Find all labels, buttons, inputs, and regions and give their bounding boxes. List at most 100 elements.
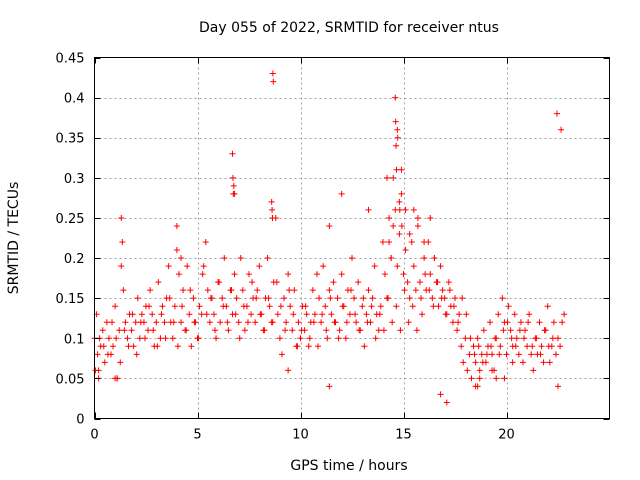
data-point [239, 287, 246, 294]
data-point [413, 327, 420, 334]
data-point [326, 222, 333, 229]
data-point [147, 287, 154, 294]
data-point [343, 319, 350, 326]
data-point [121, 327, 128, 334]
data-point [545, 343, 552, 350]
data-point [418, 295, 425, 302]
data-point [468, 375, 475, 382]
x-axis-label: GPS time / hours [290, 458, 407, 474]
data-point [355, 279, 362, 286]
data-point [470, 343, 477, 350]
x-tick-label: 15 [395, 428, 412, 443]
y-tick-label: 0.3 [64, 172, 85, 187]
data-point [429, 295, 436, 302]
data-point [236, 335, 243, 342]
y-axis-label: SRMTID / TECUs [6, 182, 22, 295]
data-point [460, 359, 467, 366]
data-point [515, 351, 522, 358]
data-point [138, 311, 145, 318]
data-point [285, 271, 292, 278]
data-point [546, 359, 553, 366]
data-point [183, 327, 190, 334]
data-point [388, 255, 395, 262]
data-point [330, 279, 337, 286]
data-point [290, 311, 297, 318]
data-point [394, 126, 401, 133]
data-point [210, 311, 217, 318]
data-point [430, 303, 437, 310]
y-tick-label: 0.1 [64, 332, 85, 347]
data-point [326, 287, 333, 294]
data-point [443, 399, 450, 406]
data-point [305, 343, 312, 350]
data-point [274, 311, 281, 318]
data-point [398, 190, 405, 197]
data-point [331, 319, 338, 326]
data-point [184, 263, 191, 270]
data-point [401, 287, 408, 294]
data-point [125, 343, 132, 350]
data-point [537, 351, 544, 358]
data-point [276, 335, 283, 342]
data-point [256, 263, 263, 270]
data-point [396, 206, 403, 213]
data-point [521, 335, 528, 342]
data-point [104, 351, 111, 358]
data-point [179, 303, 186, 310]
data-point [351, 295, 358, 302]
data-point [410, 206, 417, 213]
data-point [283, 319, 290, 326]
data-point [171, 303, 178, 310]
data-point [338, 271, 345, 278]
x-tick-label: 10 [292, 428, 309, 443]
data-point [132, 319, 139, 326]
data-point [503, 351, 510, 358]
data-point [252, 319, 259, 326]
data-point [557, 343, 564, 350]
data-point [553, 110, 560, 117]
data-point [442, 311, 449, 318]
data-point [555, 335, 561, 342]
data-point [153, 319, 160, 326]
data-point [269, 319, 276, 326]
data-point [452, 295, 458, 302]
data-point [159, 303, 166, 310]
data-point [369, 295, 376, 302]
data-point [359, 303, 366, 310]
data-point [511, 311, 518, 318]
data-point [483, 351, 490, 358]
data-point [130, 343, 137, 350]
y-tick-label: 0.05 [56, 372, 85, 387]
data-point [188, 343, 195, 350]
data-point [449, 319, 456, 326]
data-point [431, 255, 438, 262]
data-point [529, 343, 536, 350]
data-point [459, 295, 466, 302]
data-point [117, 359, 124, 366]
data-point [186, 311, 193, 318]
data-point [479, 359, 486, 366]
data-point [364, 319, 371, 326]
data-point [414, 222, 421, 229]
data-point [264, 255, 271, 262]
data-point [536, 319, 543, 326]
data-point [476, 375, 483, 382]
data-point [191, 319, 198, 326]
data-point [435, 303, 442, 310]
data-point [200, 263, 207, 270]
data-point [309, 287, 316, 294]
data-point [169, 335, 176, 342]
data-point [244, 319, 251, 326]
data-point [187, 287, 194, 294]
data-point [253, 295, 260, 302]
data-point [134, 295, 141, 302]
data-point [162, 335, 169, 342]
data-point [254, 287, 261, 294]
data-point [306, 335, 313, 342]
data-point [335, 335, 342, 342]
y-tick-label: 0.2 [64, 252, 85, 267]
data-point [241, 327, 248, 334]
data-point [114, 375, 121, 382]
data-point [496, 351, 503, 358]
data-point [202, 239, 209, 246]
